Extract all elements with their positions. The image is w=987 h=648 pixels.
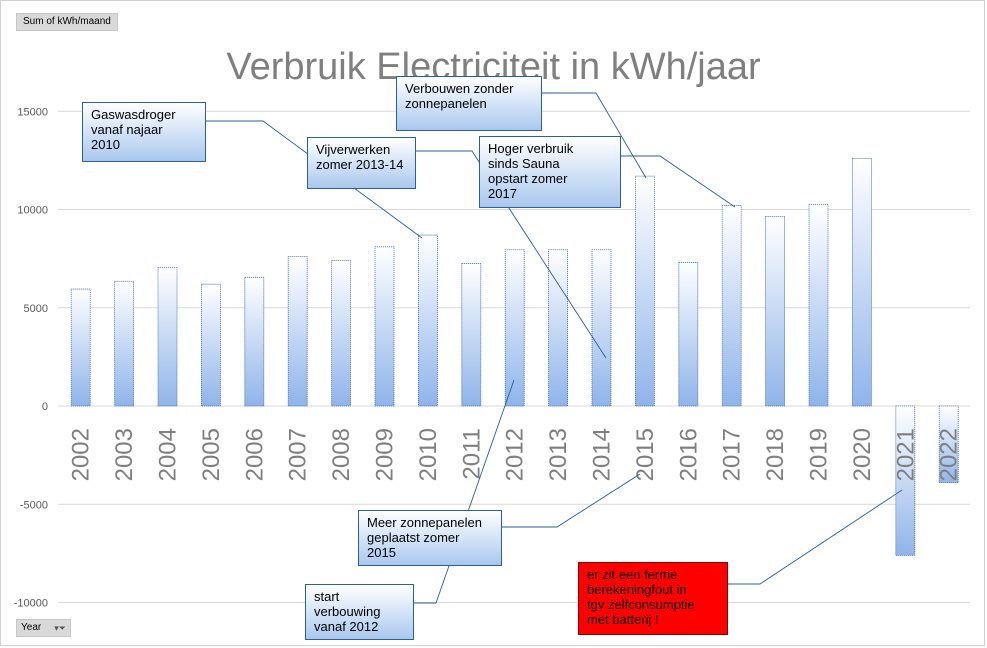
callout-line: zonnepanelen bbox=[405, 96, 487, 111]
year-field-button[interactable]: Year ▾⏷ bbox=[16, 619, 71, 637]
callout-line: Verbouwen zonder bbox=[405, 81, 514, 96]
x-tick-label: 2002 bbox=[68, 428, 95, 481]
callout-line: er zit een ferme bbox=[587, 567, 678, 582]
callout-line: vanaf najaar bbox=[91, 122, 163, 137]
callout-line: 2015 bbox=[367, 545, 396, 560]
x-tick-label: 2010 bbox=[415, 428, 442, 481]
bar-2017[interactable] bbox=[721, 205, 742, 407]
bar-2018[interactable] bbox=[765, 215, 785, 407]
callout-leader-line bbox=[414, 379, 515, 604]
year-field-label: Year bbox=[21, 622, 42, 633]
callout-leader-line bbox=[542, 92, 647, 179]
x-tick-label: 2016 bbox=[675, 428, 702, 481]
callout-line: Gaswasdroger bbox=[91, 107, 176, 122]
bar-2004[interactable] bbox=[157, 267, 178, 407]
x-tick-label: 2021 bbox=[892, 428, 919, 481]
callout-line: zomer 2013-14 bbox=[316, 157, 404, 172]
callout-hoger-verbruik: Hoger verbruik sinds Sauna opstart zomer… bbox=[479, 136, 621, 208]
bar-2007[interactable] bbox=[287, 256, 308, 407]
callout-meer-zonnepanelen: Meer zonnepanelen geplaatst zomer 2015 bbox=[358, 510, 502, 566]
bar-2014[interactable] bbox=[591, 249, 612, 407]
bar-2008[interactable] bbox=[331, 260, 352, 407]
x-tick-label: 2011 bbox=[458, 428, 485, 480]
bar-2022[interactable] bbox=[938, 405, 959, 484]
callout-line: opstart zomer bbox=[488, 171, 568, 186]
x-tick-label: 2008 bbox=[328, 428, 355, 481]
bar-2012[interactable] bbox=[504, 249, 525, 407]
callout-leader-line bbox=[502, 473, 641, 528]
x-tick-label: 2018 bbox=[762, 428, 789, 481]
bar-2021[interactable] bbox=[895, 405, 916, 556]
bar-2020[interactable] bbox=[852, 158, 872, 407]
x-tick-label: 2014 bbox=[589, 428, 616, 481]
callout-line: tgv zelfconsumptie bbox=[587, 597, 695, 612]
y-tick-label: 5000 bbox=[24, 303, 48, 315]
y-tick-label: -10000 bbox=[14, 598, 48, 610]
callout-line: 2017 bbox=[488, 186, 517, 201]
callout-gaswasdroger: Gaswasdroger vanaf najaar 2010 bbox=[82, 102, 206, 162]
x-tick-label: 2017 bbox=[719, 428, 746, 481]
callout-line: Hoger verbruik bbox=[488, 141, 574, 156]
callout-line: berekeningfout in bbox=[587, 582, 687, 597]
x-tick-label: 2005 bbox=[198, 428, 225, 481]
bar-2016[interactable] bbox=[678, 262, 699, 407]
callout-verbouwen: Verbouwen zonder zonnepanelen bbox=[396, 76, 542, 131]
x-tick-label: 2020 bbox=[849, 428, 876, 481]
bar-2015[interactable] bbox=[635, 175, 655, 407]
y-tick-label: -5000 bbox=[20, 499, 48, 511]
y-tick-label: 10000 bbox=[17, 205, 48, 217]
callout-leader-line bbox=[728, 489, 903, 585]
callout-line: Vijverwerken bbox=[316, 142, 391, 157]
bar-2010[interactable] bbox=[417, 234, 438, 407]
x-tick-label: 2009 bbox=[372, 428, 399, 481]
x-tick-label: 2007 bbox=[285, 428, 312, 481]
y-axis-labels: -10000 -5000 0 5000 10000 15000 bbox=[14, 106, 48, 609]
measure-field-button[interactable]: Sum of kWh/maand bbox=[16, 13, 118, 31]
x-tick-label: 2013 bbox=[545, 428, 572, 481]
x-tick-label: 2004 bbox=[155, 428, 182, 481]
y-tick-label: 15000 bbox=[17, 106, 48, 118]
y-tick-label: 0 bbox=[42, 401, 48, 413]
bar-2006[interactable] bbox=[244, 276, 265, 407]
callout-line: met batterij ! bbox=[587, 612, 659, 627]
callout-leader-lines bbox=[206, 92, 903, 604]
bar-2011[interactable] bbox=[461, 263, 482, 407]
callout-line: vanaf 2012 bbox=[314, 619, 379, 634]
bar-2009[interactable] bbox=[374, 246, 395, 407]
callout-line: start bbox=[314, 589, 340, 604]
callout-start-verbouwing: start verbouwing vanaf 2012 bbox=[305, 584, 414, 640]
x-tick-label: 2019 bbox=[806, 428, 833, 481]
x-tick-label: 2022 bbox=[936, 428, 963, 481]
callout-line: geplaatst zomer bbox=[367, 530, 460, 545]
x-axis-labels: 2002 2003 2004 2005 2006 2007 2008 2009 2010 2011… bbox=[68, 428, 963, 481]
bar-2019[interactable] bbox=[808, 204, 829, 407]
x-tick-label: 2003 bbox=[111, 428, 138, 481]
filter-dropdown-icon[interactable]: ▾⏷ bbox=[54, 623, 66, 633]
bar-2013[interactable] bbox=[548, 249, 568, 407]
callout-leader-line bbox=[621, 155, 736, 208]
callout-line: Meer zonnepanelen bbox=[367, 515, 482, 530]
x-tick-label: 2006 bbox=[241, 428, 268, 481]
callout-leader-line bbox=[416, 150, 607, 359]
x-tick-label: 2015 bbox=[632, 428, 659, 481]
callout-line: 2010 bbox=[91, 137, 120, 152]
callout-leader-line bbox=[206, 120, 423, 239]
bar-2005[interactable] bbox=[200, 283, 221, 407]
callout-line: verbouwing bbox=[314, 604, 381, 619]
bar-2003[interactable] bbox=[114, 280, 134, 407]
bars bbox=[70, 158, 959, 556]
callout-vijverwerken: Vijverwerken zomer 2013-14 bbox=[307, 137, 416, 189]
callout-line: sinds Sauna bbox=[488, 156, 560, 171]
x-tick-label: 2012 bbox=[502, 428, 529, 481]
callout-berekeningfout: er zit een ferme berekeningfout in tgv z… bbox=[578, 562, 728, 635]
bar-2002[interactable] bbox=[70, 288, 91, 407]
